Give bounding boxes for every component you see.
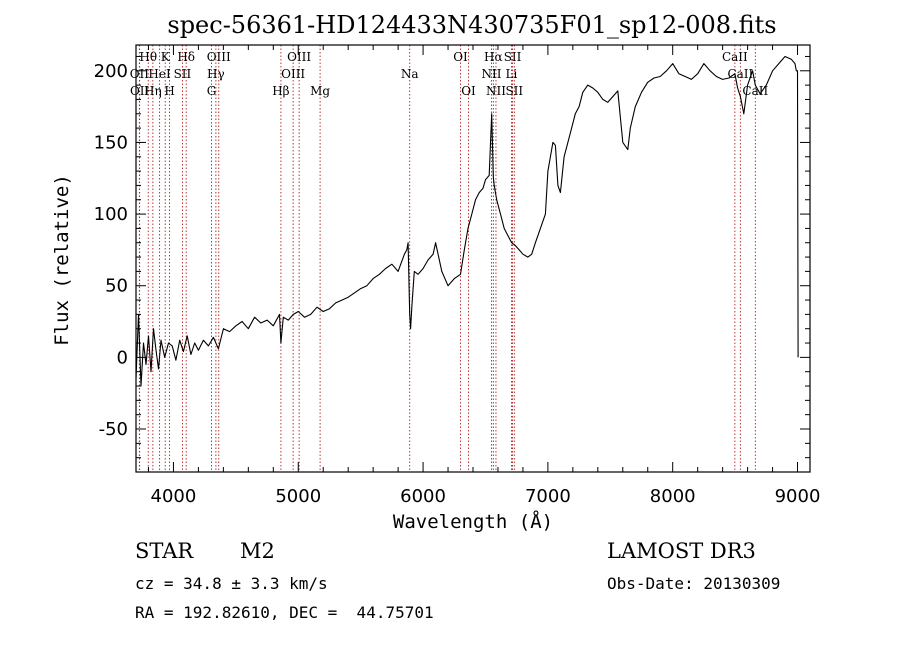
y-tick-label: 50 [105,276,128,297]
y-axis-ticks: -50 0 50 100 150 200 [94,55,810,459]
chart-title: spec-56361-HD124433N430735F01_sp12-008.f… [167,11,776,39]
observation-date: Obs-Date: 20130309 [607,574,781,593]
spectral-line-markers [138,45,756,472]
x-tick-label: 4000 [151,486,197,507]
x-tick-label: 5000 [275,486,321,507]
spectral-line-label: NII [481,67,501,81]
spectral-line-label: Hδ [177,50,195,64]
x-axis-ticks: 4000 5000 6000 7000 8000 9000 [147,45,821,507]
y-tick-label: 100 [94,204,128,225]
spectral-line-label: OI [453,50,468,64]
y-tick-label: 200 [94,61,128,82]
survey-name: LAMOST DR3 [607,539,756,563]
x-tick-label: 7000 [525,486,571,507]
spectral-line-label: Hη [144,84,162,98]
spectral-line-label: Na [401,67,419,81]
flux-series-group [135,55,799,387]
spectral-line-label: Hθ [139,50,157,64]
spectral-line-label: H [164,84,174,98]
x-axis-label: Wavelength (Å) [393,510,553,533]
spectral-line-label: CaII [727,67,753,81]
spectral-line-label: OIII [207,50,231,64]
spectral-line-label: K [161,50,171,64]
spectral-line-label: OI [461,84,476,98]
spectral-line-label: Li [506,67,518,81]
spectral-line-label: OIII [287,50,311,64]
spectral-line-label: SII [504,50,522,64]
y-tick-label: 150 [94,132,128,153]
flux-series-line [135,55,799,387]
spectral-line-label: OII [130,84,150,98]
plot-frame [135,44,811,473]
y-tick-label: -50 [99,419,128,440]
object-subclass: M2 [240,539,275,563]
x-tick-label: 6000 [400,486,446,507]
spectral-line-label: G [207,84,217,98]
redshift-velocity: cz = 34.8 ± 3.3 km/s [135,574,328,593]
spectral-line-label: NII [486,84,506,98]
spectral-line-label: CaII [722,50,748,64]
spectral-line-label: OIII [281,67,305,81]
spectral-line-label: Mg [310,84,330,98]
object-class: STAR [135,539,194,563]
spectral-line-label: Hβ [272,84,289,98]
x-tick-label: 9000 [775,486,821,507]
spectral-line-label: CaII [742,84,768,98]
y-tick-label: 0 [117,347,128,368]
x-tick-label: 8000 [650,486,696,507]
spectral-line-label: SII [505,84,523,98]
spectral-line-label: HeI [148,67,171,81]
spectral-line-label: Hα [484,50,503,64]
spectral-line-label: OII [130,67,150,81]
coordinates: RA = 192.82610, DEC = 44.75701 [135,603,434,622]
spectral-line-label: SII [174,67,192,81]
spectral-line-label: Hγ [207,67,225,81]
y-axis-label: Flux (relative) [51,174,73,346]
